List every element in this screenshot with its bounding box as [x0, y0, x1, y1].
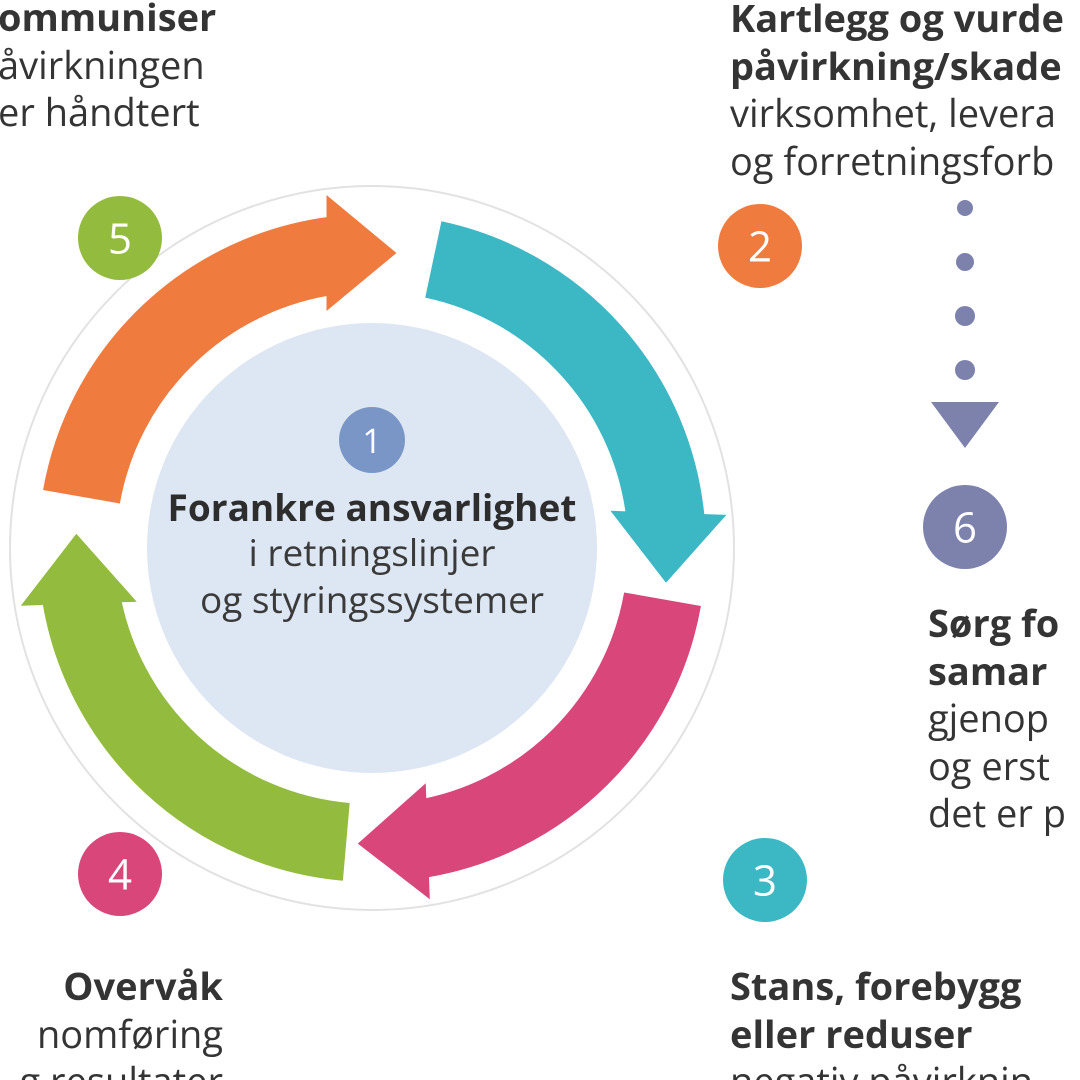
dotted-arrow-dot [957, 200, 973, 216]
label-step-3: Stans, forebygg eller reduser negativ på… [730, 963, 1080, 1080]
dotted-arrow-dot [955, 306, 975, 326]
badge-4-number: 4 [108, 846, 132, 903]
label-step-4: Overvåk nomføring g resultater [0, 963, 223, 1080]
label-step-6: Sørg fo samar gjenop og erst det er p [928, 600, 1080, 838]
badge-3-number: 3 [753, 852, 777, 909]
arrow-2-orange-head [327, 195, 397, 311]
dotted-arrow-dot [955, 360, 975, 380]
arrow-5-green-head [21, 534, 137, 606]
dotted-arrow-to-6 [931, 200, 999, 448]
center-line-3: og styringssystemer [152, 576, 592, 622]
badge-6-number: 6 [953, 499, 977, 556]
dotted-arrow-head [931, 402, 999, 448]
badge-5-number: 5 [108, 210, 132, 267]
badge-2-number: 2 [748, 218, 772, 275]
arrow-4-pink-head [358, 783, 430, 899]
badge-1-number: 1 [362, 417, 381, 463]
center-bold: Forankre ansvarlighet [152, 485, 592, 529]
center-step-1-text: Forankre ansvarlighet i retningslinjer o… [152, 485, 592, 622]
label-step-2: Kartlegg og vurde påvirkning/skade virks… [730, 0, 1080, 185]
arrow-3-teal-head [610, 511, 726, 583]
center-line-2: i retningslinjer [152, 529, 592, 575]
dotted-arrow-dot [956, 253, 974, 271]
label-step-5: ommuniser åvirkningen er håndtert [0, 0, 258, 137]
